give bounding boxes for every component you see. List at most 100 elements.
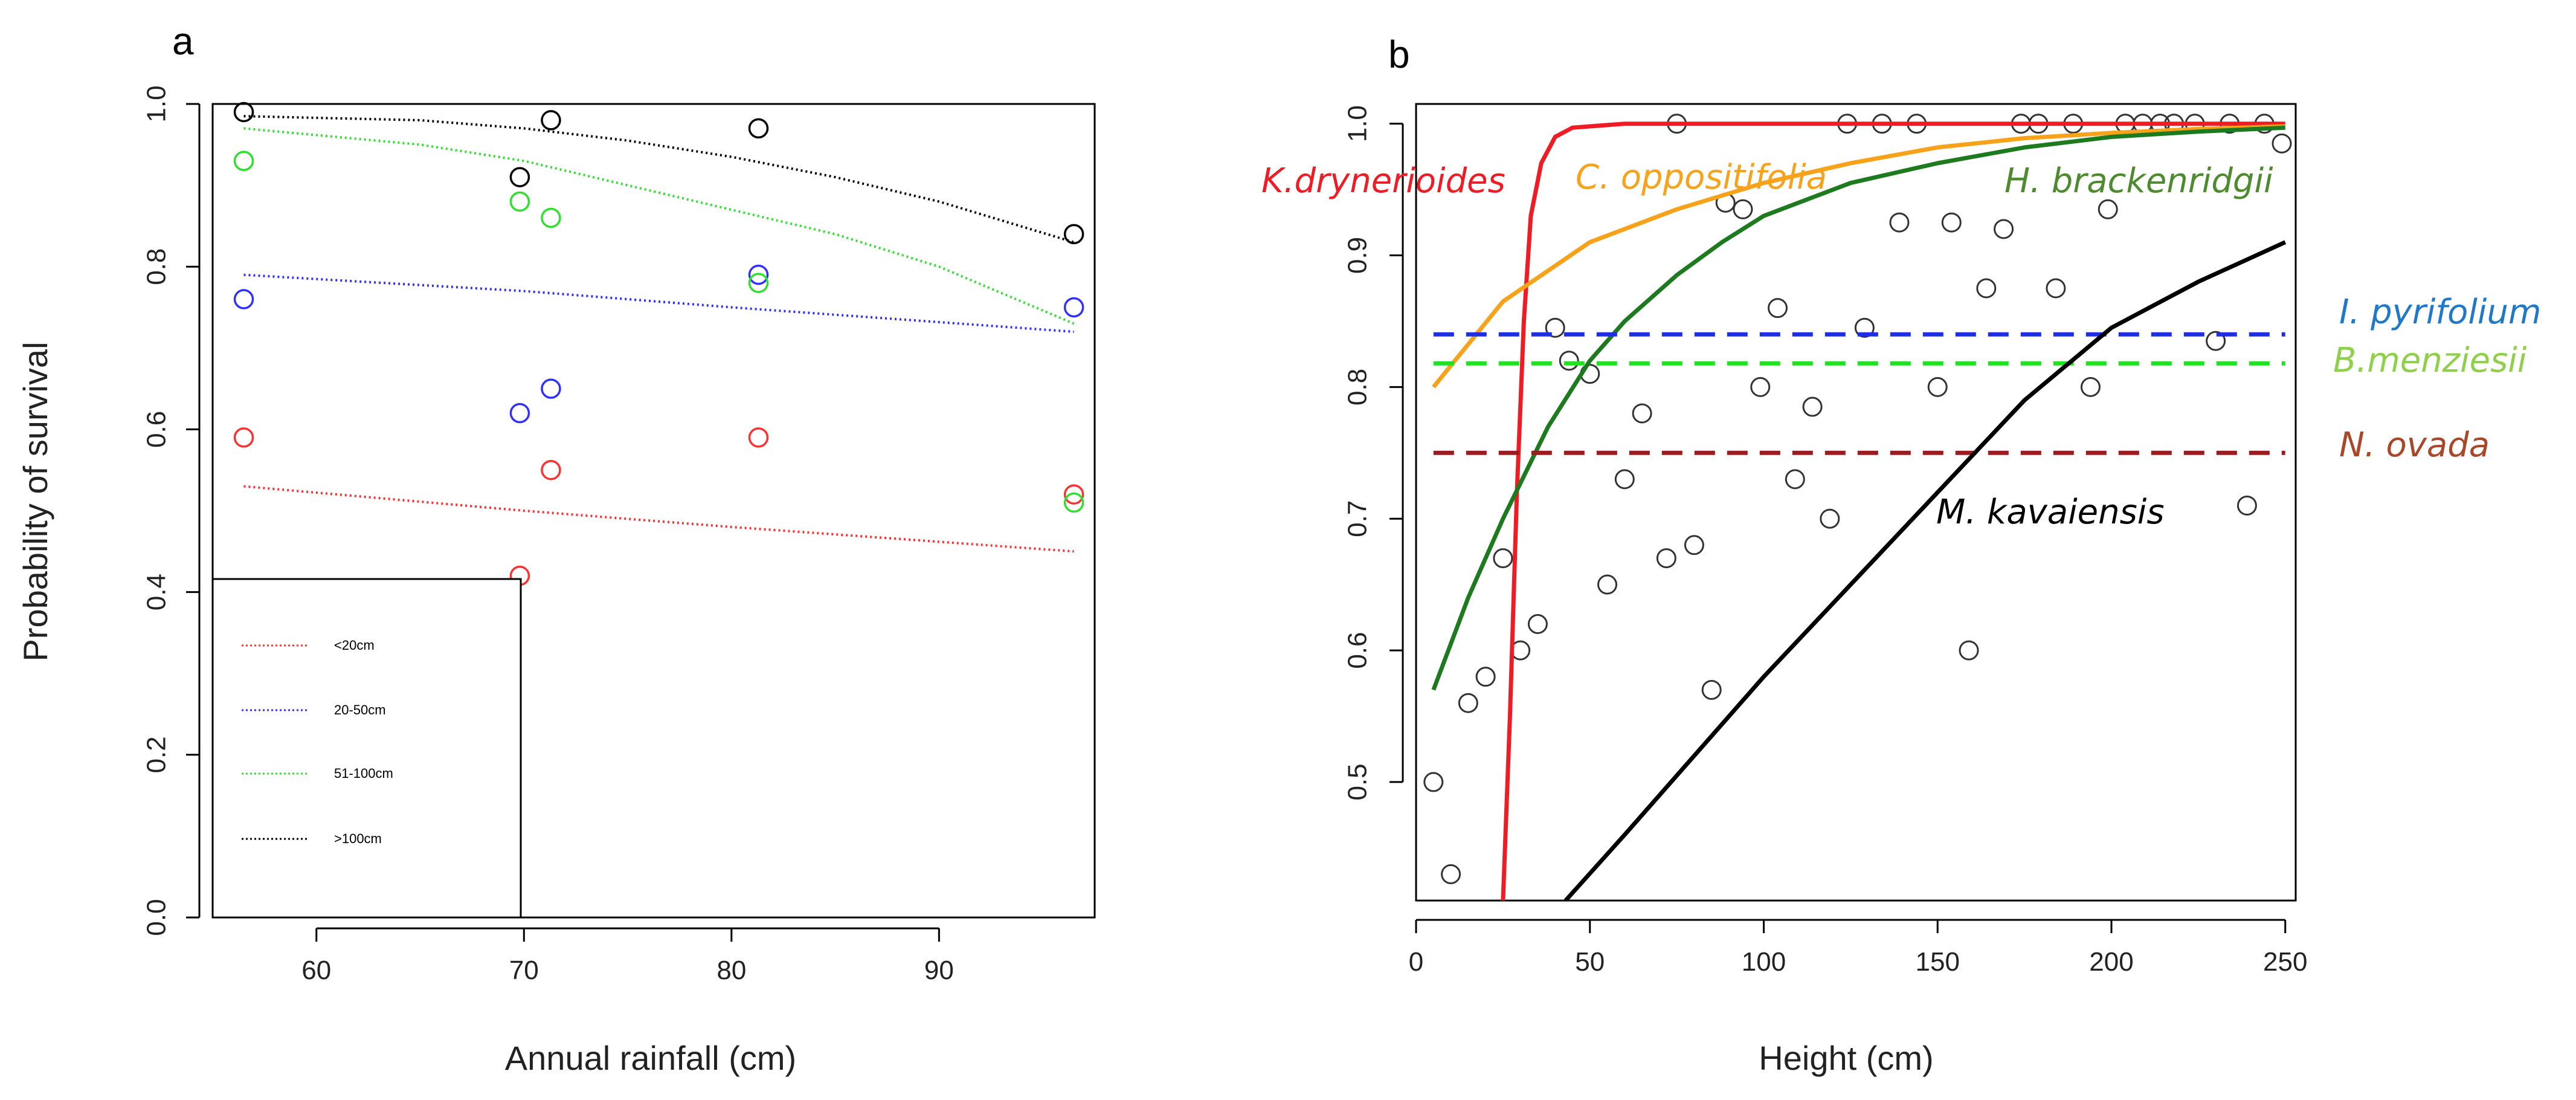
panel-a-data-points: [233, 102, 1084, 586]
panel-b-point: [1527, 614, 1548, 635]
species-label-k-drynerioides: K.drynerioides: [1261, 161, 1505, 201]
panel-b-point: [1959, 640, 1979, 661]
species-label-i-pyrifolium: I. pyrifolium: [2339, 293, 2542, 332]
panel-a-x-tick-label: 80: [716, 956, 746, 985]
legend-box: [211, 578, 522, 919]
panel-b-y-tick-label: 0.8: [1343, 369, 1373, 406]
panel-b-point: [1802, 396, 1823, 417]
panel-a-point: [748, 427, 769, 448]
panel-a-legend: <20cm 20-50cm 51-100cm >100cm: [211, 578, 522, 919]
panel-b-x-tick-label: 200: [2089, 947, 2133, 977]
panel-b-point: [1423, 772, 1444, 792]
panel-b-y-tick-label: 1.0: [1343, 105, 1373, 142]
panel-a-fit-line-3: [243, 115, 1075, 244]
panel-a-y-tick-label: 0.4: [142, 574, 172, 610]
panel-a-label: a: [172, 19, 194, 63]
panel-b-point: [1768, 298, 1788, 319]
panel-b-fit-curves: [1431, 121, 2287, 901]
panel-b-y-tick-label: 0.7: [1343, 500, 1373, 537]
panel-b-point: [2046, 278, 2066, 299]
panel-a-point: [1063, 297, 1084, 318]
panel-a-x-axis-label: Annual rainfall (cm): [505, 1039, 796, 1077]
panel-b-point: [2236, 495, 2257, 516]
panel-b-point: [1656, 548, 1676, 569]
panel-a-x-tick-label: 70: [509, 956, 539, 985]
legend-label-51-100cm: 51-100cm: [334, 766, 393, 781]
legend-label-20-50cm: 20-50cm: [334, 702, 386, 717]
panel-a-y-tick-label: 1.0: [142, 85, 172, 122]
species-label-m-kavaiensis: M. kavaiensis: [1936, 493, 2165, 532]
panel-b-point: [2080, 377, 2101, 397]
panel-b-point: [1976, 278, 1997, 299]
panel-a-fit-lines: [243, 115, 1075, 553]
panel-a-point: [541, 207, 561, 228]
panel-b-label: b: [1388, 33, 1410, 76]
legend-label-lt20cm: <20cm: [334, 638, 375, 653]
panel-b-point: [1785, 469, 1805, 490]
panel-a-point: [233, 427, 254, 448]
panel-b-curve-2: [1431, 125, 2285, 691]
panel-b-x-tick-label: 0: [1409, 947, 1423, 977]
panel-b-curve-6: [1563, 240, 2287, 901]
panel-b-point: [2272, 133, 2292, 154]
panel-a-y-tick-label: 0.8: [142, 248, 172, 285]
panel-b-point: [1750, 377, 1771, 397]
panel-a-point: [541, 110, 561, 131]
panel-a-point: [748, 118, 769, 139]
panel-a-point: [1063, 484, 1084, 505]
legend-label-gt100cm: >100cm: [334, 831, 382, 846]
panel-b-point: [1684, 535, 1704, 555]
panel-a-point: [509, 167, 530, 187]
panel-a-point: [233, 289, 254, 309]
panel-b-point: [1733, 199, 1753, 219]
panel-b-x-tick-label: 250: [2263, 947, 2307, 977]
panel-b-curve-1: [1432, 124, 2285, 389]
panel-a-y-tick-label: 0.6: [142, 411, 172, 448]
panel-a-point: [1063, 492, 1084, 513]
species-label-n-ovada: N. ovada: [2339, 425, 2490, 465]
panel-a-y-tick-label: 0.2: [142, 736, 172, 773]
panel-b-point: [1458, 693, 1478, 713]
panel-a-point: [541, 378, 561, 399]
panel-b-y-tick-label: 0.6: [1343, 632, 1373, 668]
panel-b-point: [1493, 548, 1513, 569]
panel-b-point: [1597, 574, 1618, 595]
panel-b-x-tick-label: 150: [1916, 947, 1960, 977]
species-label-c-oppositifolia: C. oppositifolia: [1576, 158, 1827, 197]
panel-a-fit-line-2: [243, 127, 1075, 325]
panel-a-axes: 60 70 80 90 0.0 0.2 0.4 0.6 0.8 1.0: [142, 85, 1096, 985]
panel-b-y-tick-label: 0.5: [1343, 763, 1373, 800]
panel-b-point: [1927, 377, 1948, 397]
panel-a-point: [748, 264, 769, 285]
panel-a-x-tick-label: 60: [301, 956, 331, 985]
panel-a-point: [541, 459, 561, 480]
panel-b-point: [1701, 679, 1722, 700]
panel-b-x-tick-label: 100: [1742, 947, 1786, 977]
panel-b-x-axis-label: Height (cm): [1759, 1039, 1933, 1077]
panel-b-point: [1994, 219, 2014, 239]
panel-b-point: [1820, 508, 1840, 529]
panel-b-axes: 0 50 100 150 200 250 0.5 0.6 0.7 0.8 0.9 1.0: [1343, 103, 2307, 977]
panel-a-x-tick-label: 90: [924, 956, 954, 985]
panel-b-chart: b Height (cm) 0 50 100 150 200 250 0.5 0.6 0.7 0.…: [1261, 33, 2542, 1077]
panel-a-point: [1063, 224, 1084, 245]
panel-b-curve-0: [1501, 121, 2285, 901]
panel-a-fit-line-1: [243, 273, 1074, 333]
panel-b-point: [1941, 212, 1962, 233]
panel-b-point: [1889, 212, 1910, 233]
panel-a-fit-line-0: [243, 485, 1074, 553]
panel-a-point: [748, 273, 769, 293]
species-label-h-brackenridgii: H. brackenridgii: [2004, 161, 2273, 201]
panel-a-y-tick-label: 0.0: [142, 899, 172, 936]
panel-a-plot-frame: [211, 103, 1096, 919]
panel-b-point: [1854, 317, 1875, 338]
panel-b-point: [2098, 199, 2118, 219]
panel-a-point: [233, 150, 254, 171]
panel-b-x-tick-label: 50: [1575, 947, 1605, 977]
panel-b-point: [1545, 317, 1565, 338]
panel-b-y-tick-label: 0.9: [1343, 237, 1373, 274]
panel-b-point: [1632, 403, 1652, 424]
panel-b-point: [1475, 667, 1496, 687]
